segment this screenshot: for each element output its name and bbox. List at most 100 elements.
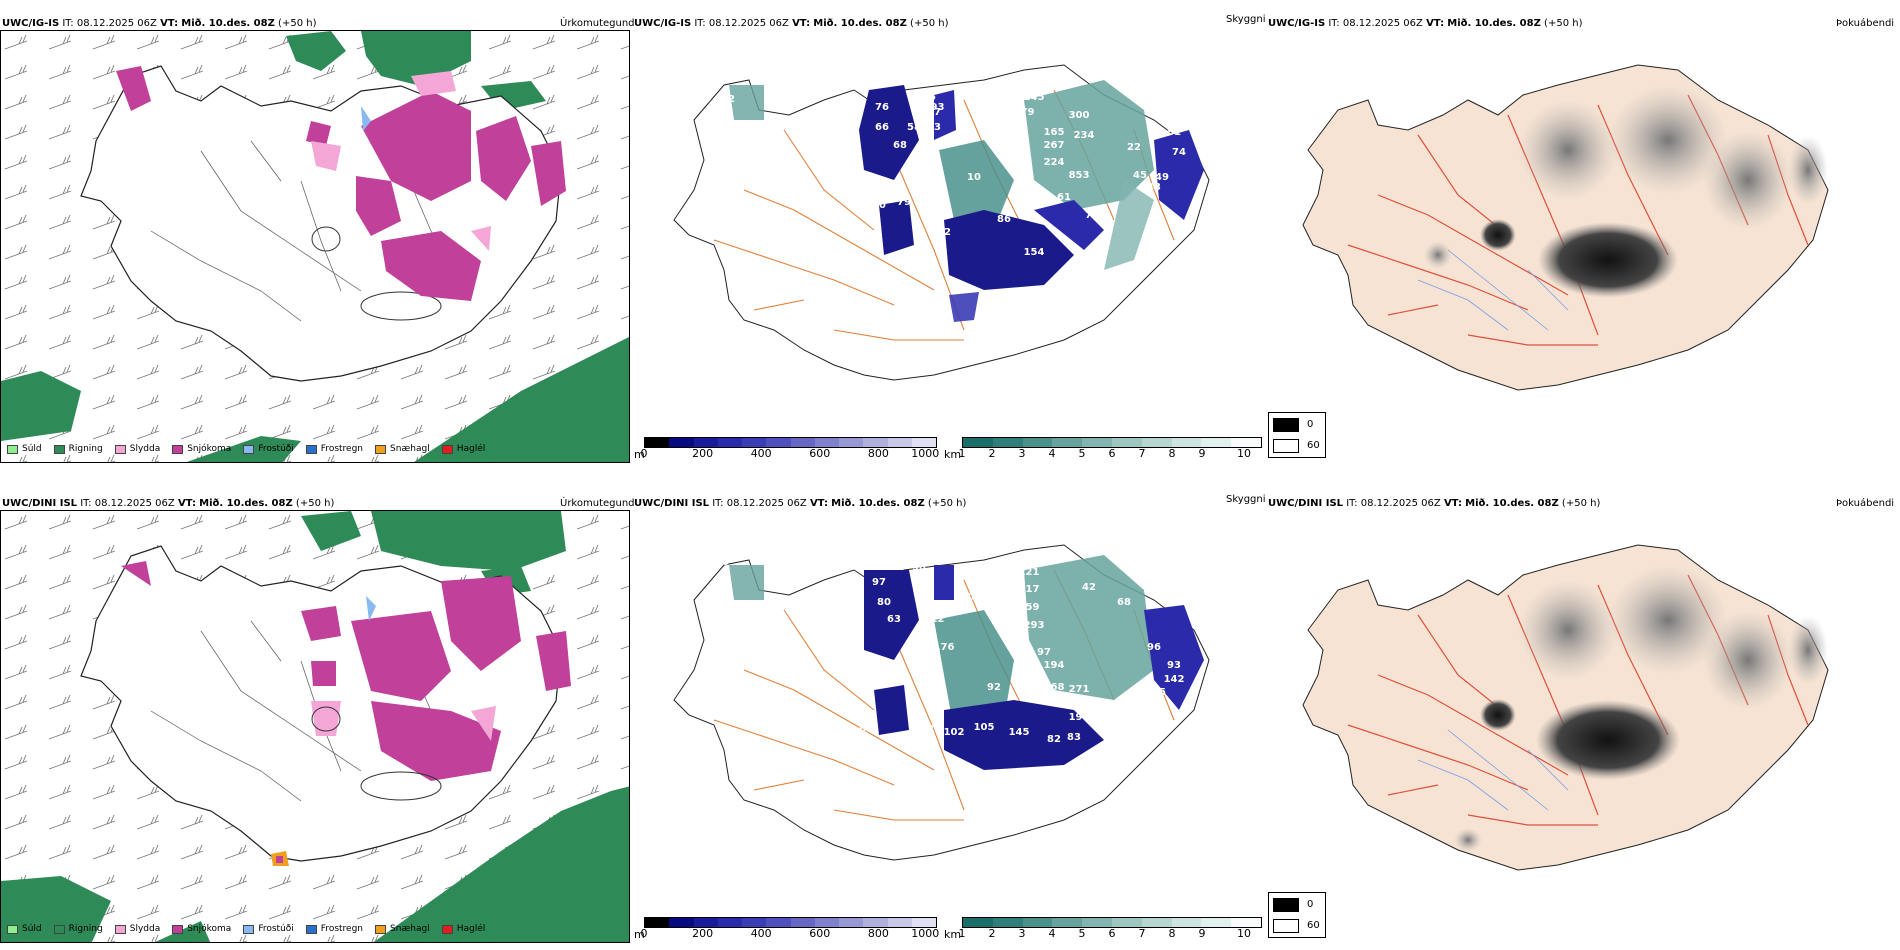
- fog-title-1: Þokuábendi: [1836, 18, 1895, 29]
- cloud-header-1: UWC/IG-IS IT: 08.12.2025 06Z VT: Mið. 10…: [634, 18, 949, 29]
- legend-item: Snæhagl: [375, 444, 430, 454]
- snow-area: [531, 141, 566, 206]
- cloud-base-label: 65: [697, 94, 711, 105]
- cloud-base-label: 293: [1024, 620, 1045, 631]
- cloud-base-label: 66: [875, 122, 889, 133]
- rain-area: [471, 411, 521, 441]
- cloud-base-label: 81: [1167, 127, 1181, 138]
- precip-title-1: Úrkomutegund: [560, 18, 635, 29]
- km-unit-1: km: [944, 448, 962, 461]
- sleet-area: [411, 71, 456, 96]
- cloud-base-label: 267: [1044, 140, 1065, 151]
- cloud-base-label: 82: [1047, 734, 1061, 745]
- cloud-base-label: 159: [1019, 602, 1040, 613]
- snow-area: [381, 231, 481, 301]
- cloud-base-label: 65: [917, 592, 931, 603]
- precip-map-2[interactable]: Súld Rigning Slydda Snjókoma Frostúði Fr…: [0, 510, 630, 943]
- cloud-base-label: 145: [1009, 727, 1030, 738]
- cloud-base-label: 221: [1019, 567, 1040, 578]
- legend-item: Rigning: [53, 924, 103, 934]
- cloud-base-label: 176: [934, 642, 955, 653]
- cloud-base-label: 80: [877, 597, 891, 608]
- legend-item: Frostregn: [305, 924, 363, 934]
- precip-title-2: Úrkomutegund: [560, 498, 635, 509]
- cloud-map-1[interactable]: 33 92 65 47 53 76 66 58 68 15 24 245 279 193 165 267 224…: [634, 30, 1264, 430]
- precip-map-svg-2: [1, 511, 629, 942]
- m-unit-2: m: [634, 928, 645, 941]
- cloud-base-label: 75: [1085, 210, 1099, 221]
- cloud-map-svg-2: [673, 544, 1210, 861]
- cloud-base-label: 193: [924, 102, 945, 113]
- km-colorbar-cells: [962, 917, 1262, 928]
- precip-map-1[interactable]: Súld Rigning Slydda Snjókoma Frostúði Fr…: [0, 30, 630, 463]
- m-unit-1: m: [634, 448, 645, 461]
- snow-area: [116, 66, 151, 111]
- fog-header-1: UWC/IG-IS IT: 08.12.2025 06Z VT: Mið. 10…: [1268, 18, 1583, 29]
- snow-area: [476, 116, 531, 201]
- cloud-base-label: 96: [1147, 642, 1161, 653]
- cloud-base-label: 65: [922, 92, 936, 103]
- cloud-base-label: 15: [919, 152, 933, 163]
- cloud-base-label: 49: [1155, 172, 1169, 183]
- cloud-base-label: 142: [1164, 674, 1185, 685]
- cloud-base-label: 70: [872, 200, 886, 211]
- cloud-base-label: 33: [685, 77, 699, 88]
- precip-header-2: UWC/DINI ISL IT: 08.12.2025 06Z VT: Mið.…: [2, 498, 335, 509]
- cloud-base-label: 76: [875, 102, 889, 113]
- rain-area: [286, 31, 346, 71]
- cloud-base-label: 42: [1082, 582, 1096, 593]
- cloud-base-label: 61: [1057, 192, 1071, 203]
- cloud-base-label: 83: [1067, 732, 1081, 743]
- snow-area: [306, 121, 331, 146]
- cloud-base-label: 70: [715, 557, 729, 568]
- fog-legend-1: 0 60: [1268, 412, 1326, 458]
- cloud-base-label: 279: [1014, 107, 1035, 118]
- cloud-base-label: 271: [1069, 684, 1090, 695]
- precip-legend-2: Súld Rigning Slydda Snjókoma Frostúði Fr…: [7, 924, 485, 934]
- cloud-base-label: 93: [1167, 660, 1181, 671]
- cloud-base-label: 88: [1147, 712, 1161, 723]
- cloud-map-2[interactable]: 76 70 97 80 65 63 112 176 98 120 221 317 159 293 42 68 9…: [634, 510, 1264, 910]
- cloud-base-label: 97: [872, 577, 886, 588]
- snow-area: [356, 176, 401, 236]
- cloud-base-label: 22: [1127, 142, 1141, 153]
- cloud-labels-2: 76 70 97 80 65 63 112 176 98 120 221 317 159 293 42 68 9…: [689, 557, 1185, 798]
- cloud-base-label: 853: [1069, 170, 1090, 181]
- cloud-base-label: 45: [1133, 170, 1147, 181]
- legend-item: Haglél: [441, 444, 485, 454]
- cloud-base-label: 43: [1147, 182, 1161, 193]
- cloud-base-label: 98: [912, 562, 926, 573]
- cloud-base-label: 86: [997, 214, 1011, 225]
- fog-map-1[interactable]: [1268, 30, 1898, 430]
- cloud-header-2: UWC/DINI ISL IT: 08.12.2025 06Z VT: Mið.…: [634, 498, 967, 509]
- cloud-base-label: 368: [1044, 682, 1065, 693]
- precip-header-1: UWC/IG-IS IT: 08.12.2025 06Z VT: Mið. 10…: [2, 18, 317, 29]
- cloud-base-label: 63: [887, 614, 901, 625]
- cloud-base-label: 154: [1024, 247, 1045, 258]
- cloud-base-label: 87: [927, 217, 941, 228]
- cloud-map-svg-1: [673, 64, 1210, 381]
- fog-header-2: UWC/DINI ISL IT: 08.12.2025 06Z VT: Mið.…: [1268, 498, 1601, 509]
- cloud-base-label: 300: [1069, 110, 1090, 121]
- cloud-base-label: 68: [893, 140, 907, 151]
- cloud-base-label: 68: [1117, 597, 1131, 608]
- km-colorbar-2: 1 2 3 4 5 6 7 8 9 10: [959, 917, 1262, 940]
- cloud-base-label: 102: [944, 727, 965, 738]
- legend-item: Frostregn: [305, 444, 363, 454]
- cloud-base-label: 92: [987, 682, 1001, 693]
- m-colorbar-cells: [644, 437, 937, 448]
- cloud-title-2: Skyggni: [1226, 494, 1266, 505]
- precip-legend-1: Súld Rigning Slydda Snjókoma Frostúði Fr…: [7, 444, 485, 454]
- cloud-base-label: 58: [907, 122, 921, 133]
- legend-item: Súld: [7, 444, 42, 454]
- fog-title-2: Þokuábendi: [1836, 498, 1895, 509]
- rain-area: [414, 337, 629, 462]
- fog-map-2[interactable]: [1268, 510, 1898, 910]
- legend-item: Snjókoma: [172, 444, 231, 454]
- km-unit-2: km: [944, 928, 962, 941]
- legend-item: Súld: [7, 924, 42, 934]
- cloud-base-label: 245: [1024, 92, 1045, 103]
- fog-map-svg-1: [1302, 64, 1829, 391]
- fog-legend-2: 0 60: [1268, 892, 1326, 938]
